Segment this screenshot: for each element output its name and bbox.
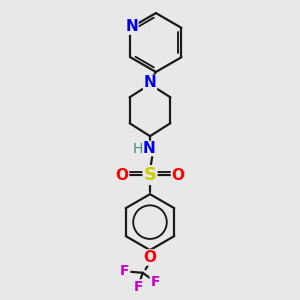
Text: N: N xyxy=(143,141,155,156)
Text: N: N xyxy=(125,19,138,34)
Text: O: O xyxy=(116,167,128,182)
Text: S: S xyxy=(143,166,157,184)
Text: O: O xyxy=(143,250,157,265)
Text: N: N xyxy=(144,75,156,90)
Text: F: F xyxy=(134,280,143,294)
Text: F: F xyxy=(120,264,130,278)
Text: H: H xyxy=(133,142,143,155)
Text: F: F xyxy=(150,274,160,289)
Text: O: O xyxy=(172,167,184,182)
